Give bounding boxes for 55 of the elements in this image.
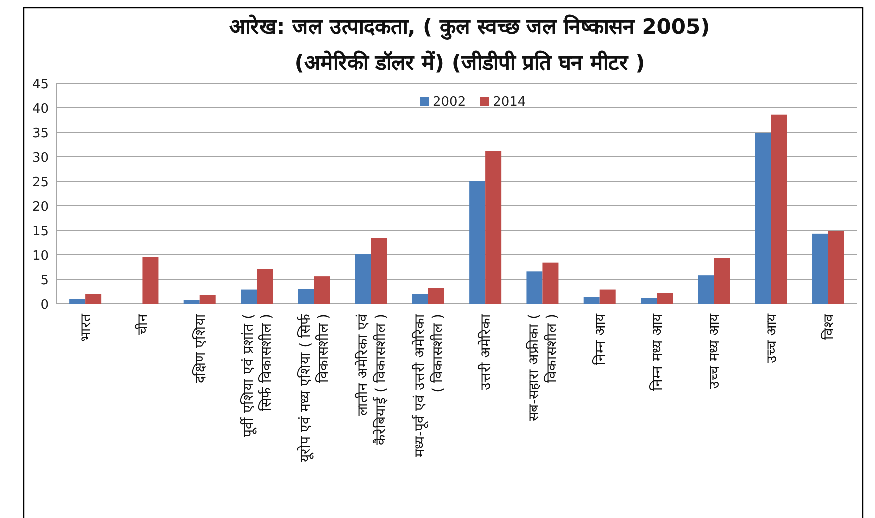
x-tick-label: भारत — [78, 313, 95, 342]
bar — [698, 276, 714, 304]
chart-subtitle: (अमेरिकी डॉलर में) (जीडीपी प्रति घन मीटर ) — [294, 50, 646, 75]
y-tick-label: 20 — [32, 200, 49, 215]
bar — [714, 258, 730, 304]
bar — [241, 290, 257, 304]
y-tick-label: 30 — [32, 151, 49, 166]
bar — [771, 114, 788, 304]
bar — [641, 298, 657, 304]
bar — [371, 238, 388, 304]
bar — [184, 300, 200, 304]
bar — [486, 151, 502, 304]
x-tick-label: पूर्वी एशिया एवं प्रशांत ( सिर्फ विकासशील ) — [240, 314, 275, 438]
bar — [428, 288, 444, 304]
x-tick-label: उच्च आय — [764, 313, 780, 364]
y-tick-label: 0 — [40, 298, 49, 313]
bar — [314, 276, 330, 304]
y-tick-label: 5 — [40, 274, 49, 288]
x-tick-label: मध्य-पूर्व एवं उत्तरी अमेरिका ( विकासशील ) — [411, 314, 446, 458]
bar — [142, 257, 159, 304]
y-tick-label: 15 — [32, 224, 49, 240]
y-tick-label: 10 — [32, 249, 49, 264]
bar — [657, 293, 673, 304]
x-tick-label: उच्च मध्य आय — [707, 313, 724, 389]
bar — [412, 294, 428, 304]
x-tick-label: उत्तरी अमेरिका — [478, 314, 495, 390]
x-tick-label: निम्न मध्य आय — [649, 313, 666, 391]
bar — [298, 289, 314, 304]
y-tick-label: 35 — [32, 126, 49, 142]
bar — [828, 231, 844, 304]
x-tick-label: दक्षिण एशिया — [192, 314, 209, 384]
bar — [584, 297, 600, 304]
bar — [812, 234, 828, 304]
x-tick-label: विश्व — [820, 314, 838, 340]
x-tick-label: लातीन अमेरिका एवं कैरेबियाई ( विकासशील ) — [354, 314, 390, 446]
legend-label: 2002 — [433, 95, 466, 110]
bar — [86, 294, 102, 304]
bar — [526, 272, 543, 304]
chart-title: आरेख: जल उत्पादकता, ( कुल स्वच्छ जल निष्कासन 2005) — [230, 14, 710, 41]
x-tick-label: सब-सहारा अफ्रीका ( विकासशील ) — [526, 314, 561, 422]
x-tick-label: चीन — [134, 314, 152, 335]
bar — [600, 290, 616, 304]
y-tick-label: 40 — [32, 102, 49, 117]
bar — [542, 262, 559, 304]
bar — [755, 133, 772, 304]
x-tick-label: निम्न आय — [592, 313, 609, 366]
bar — [200, 295, 216, 304]
x-tick-label: यूरोप एवं मध्य एशिया ( सिर्फ विकासशील ) — [297, 314, 332, 463]
bar — [257, 269, 273, 304]
y-tick-label: 45 — [32, 78, 49, 92]
y-tick-label: 25 — [32, 176, 49, 190]
legend-label: 2014 — [493, 95, 526, 110]
bar — [470, 182, 486, 304]
bar — [70, 299, 86, 304]
bar — [355, 254, 372, 304]
